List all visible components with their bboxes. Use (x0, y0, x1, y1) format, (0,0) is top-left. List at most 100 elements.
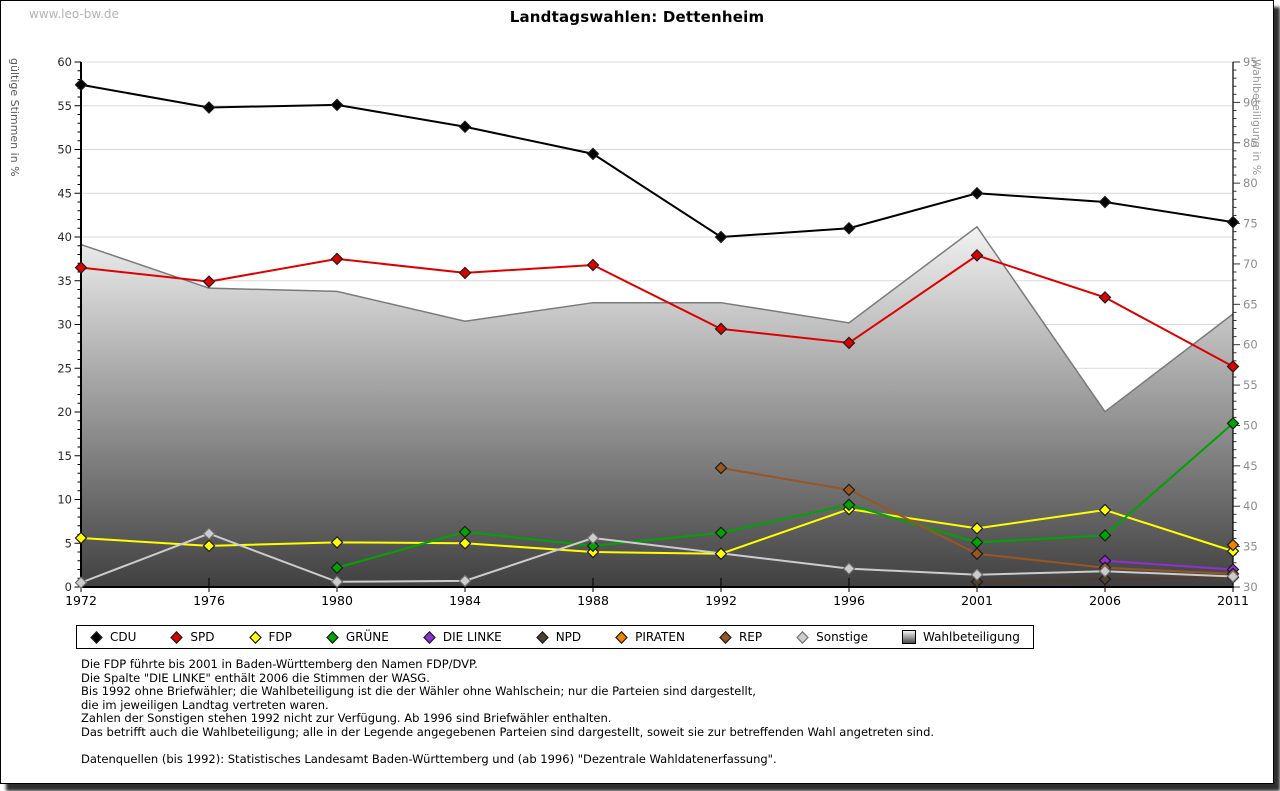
point-FDP-2006 (1098, 503, 1112, 517)
point-Sonstige-1980 (330, 575, 344, 589)
point-GRÜNE-1996 (842, 498, 856, 512)
legend-label: DIE LINKE (442, 630, 502, 644)
page-title: Landtagswahlen: Dettenheim (509, 8, 765, 26)
left-tick-label: 55 (57, 99, 72, 113)
point-CDU-1980 (330, 98, 344, 112)
point-CDU-2011 (1226, 215, 1240, 229)
legend-label: FDP (268, 630, 292, 644)
point-GRÜNE-1984 (458, 525, 472, 539)
x-tick-label: 1980 (321, 593, 353, 608)
watermark: www.leo-bw.de (29, 7, 119, 21)
point-SPD-1972 (74, 261, 88, 274)
right-tick-label: 45 (1243, 459, 1258, 473)
right-axis-title: Wahlbeteiligung in % (1250, 59, 1263, 176)
diamond-marker-icon (615, 630, 628, 644)
point-GRÜNE-1988 (586, 539, 600, 553)
wahlbeteiligung-area (81, 226, 1233, 587)
right-tick-label: 70 (1243, 257, 1258, 271)
left-axis-title: gültige Stimmen in % (8, 58, 21, 177)
point-GRÜNE-1992 (714, 526, 728, 540)
point-SPD-1992 (714, 322, 728, 336)
x-tick-label: 2006 (1089, 593, 1121, 608)
right-tick-label: 65 (1243, 297, 1258, 311)
legend-label: Sonstige (816, 630, 868, 644)
legend-item-spd: SPD (170, 630, 215, 644)
right-tick-label: 50 (1243, 418, 1258, 432)
right-tick-label: 75 (1243, 217, 1258, 231)
right-tick-label: 40 (1243, 499, 1258, 513)
legend-label: Wahlbeteiligung (922, 630, 1020, 644)
point-Sonstige-1972 (74, 576, 88, 589)
legend-item-die-linke: DIE LINKE (423, 630, 502, 644)
legend-item-fdp: FDP (248, 630, 292, 644)
legend-item-rep: REP (719, 630, 762, 644)
diamond-marker-icon (248, 630, 262, 644)
point-FDP-1972 (74, 531, 88, 545)
point-Sonstige-1996 (842, 562, 856, 575)
point-CDU-1976 (202, 101, 216, 114)
point-Sonstige-2006 (1098, 564, 1112, 578)
left-tick-label: 45 (57, 186, 72, 200)
right-tick-label: 35 (1243, 540, 1258, 554)
series-line-SPD (80, 254, 1234, 368)
left-tick-label: 5 (65, 536, 72, 550)
diamond-marker-icon (535, 630, 549, 644)
point-REP-2001 (970, 547, 984, 561)
legend-label: CDU (110, 630, 137, 644)
right-tick-label: 60 (1243, 338, 1258, 352)
footnote-line (81, 739, 934, 753)
point-CDU-1996 (842, 221, 856, 235)
point-SPD-1988 (586, 258, 600, 272)
point-SPD-2006 (1098, 291, 1112, 304)
point-Sonstige-2011 (1226, 570, 1240, 583)
left-tick-label: 60 (57, 55, 72, 69)
left-tick-label: 30 (57, 318, 72, 332)
point-Sonstige-1976 (202, 527, 216, 540)
legend-item-grüne: GRÜNE (326, 630, 389, 644)
point-REP-1992 (714, 461, 728, 475)
legend: CDU SPD FDP GRÜNE DIE LINKE NPD PIRATEN REP Sons… (76, 625, 1034, 649)
point-Sonstige-2001 (970, 568, 984, 582)
footnote-line: Zahlen der Sonstigen stehen 1992 nicht z… (81, 711, 612, 725)
footnote-line: Datenquellen (bis 1992): Statistisches L… (81, 751, 777, 766)
legend-item-cdu: CDU (90, 630, 136, 644)
legend-item-piraten: PIRATEN (615, 630, 685, 644)
legend-label: NPD (555, 630, 582, 644)
diamond-marker-icon (326, 630, 339, 644)
point-SPD-1996 (842, 336, 856, 350)
series-line-GRÜNE (336, 422, 1234, 569)
point-FDP-2001 (970, 522, 984, 535)
x-tick-label: 2001 (961, 593, 993, 608)
point-GRÜNE-1980 (330, 561, 344, 575)
left-tick-label: 0 (65, 580, 72, 594)
diamond-marker-icon (796, 630, 809, 644)
left-tick-label: 20 (57, 405, 72, 419)
x-tick-label: 1984 (449, 593, 481, 608)
legend-item-npd: NPD (535, 630, 582, 644)
series-line-DIE LINKE (1104, 559, 1234, 571)
point-REP-1996 (842, 483, 856, 497)
left-tick-label: 25 (57, 361, 72, 375)
point-SPD-2001 (970, 249, 984, 262)
x-tick-label: 1972 (65, 593, 97, 608)
left-tick-label: 10 (57, 493, 72, 507)
x-tick-label: 1996 (833, 593, 865, 608)
point-CDU-1992 (714, 230, 728, 244)
legend-label: PIRATEN (635, 630, 685, 644)
x-tick-label: 1988 (577, 593, 609, 608)
footnote-line: Das betrifft auch die Wahlbeteiligung; a… (81, 724, 935, 739)
right-tick-label: 55 (1243, 378, 1258, 392)
legend-item-wahlbeteiligung: Wahlbeteiligung (901, 630, 1020, 644)
diamond-marker-icon (423, 630, 436, 644)
chart-canvas: 0 5 10 15 20 25 30 35 40 45 50 55 60 30 35 40 45 50 55 60 65… (57, 55, 1258, 608)
footnote-line: Die FDP führte bis 2001 in Baden-Württem… (81, 657, 478, 671)
point-SPD-2011 (1226, 360, 1240, 373)
right-tick-label: 95 (1243, 55, 1258, 69)
point-NPD-2001 (970, 575, 984, 589)
point-FDP-1976 (202, 539, 216, 553)
point-SPD-1984 (458, 266, 472, 280)
series-line-CDU (80, 83, 1234, 239)
legend-label: GRÜNE (345, 630, 389, 644)
right-tick-label: 80 (1243, 176, 1258, 190)
